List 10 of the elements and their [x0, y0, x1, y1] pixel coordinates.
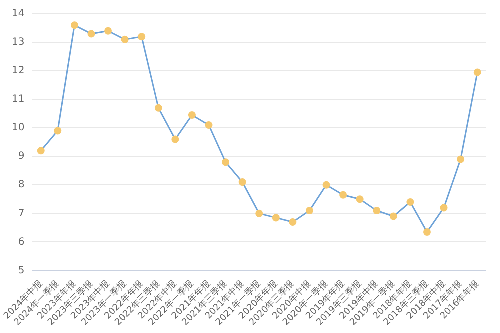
y-tick-label: 10 [12, 122, 25, 134]
y-tick-label: 7 [18, 208, 25, 220]
y-tick-label: 8 [18, 180, 25, 191]
y-tick-label: 9 [18, 151, 25, 162]
y-tick-label: 13 [12, 37, 25, 48]
y-tick-label: 14 [12, 8, 25, 20]
y-tick-label: 6 [18, 236, 25, 248]
y-tick-label: 5 [18, 265, 25, 276]
y-tick-label: 11 [12, 94, 25, 106]
y-tick-label: 12 [12, 66, 25, 77]
